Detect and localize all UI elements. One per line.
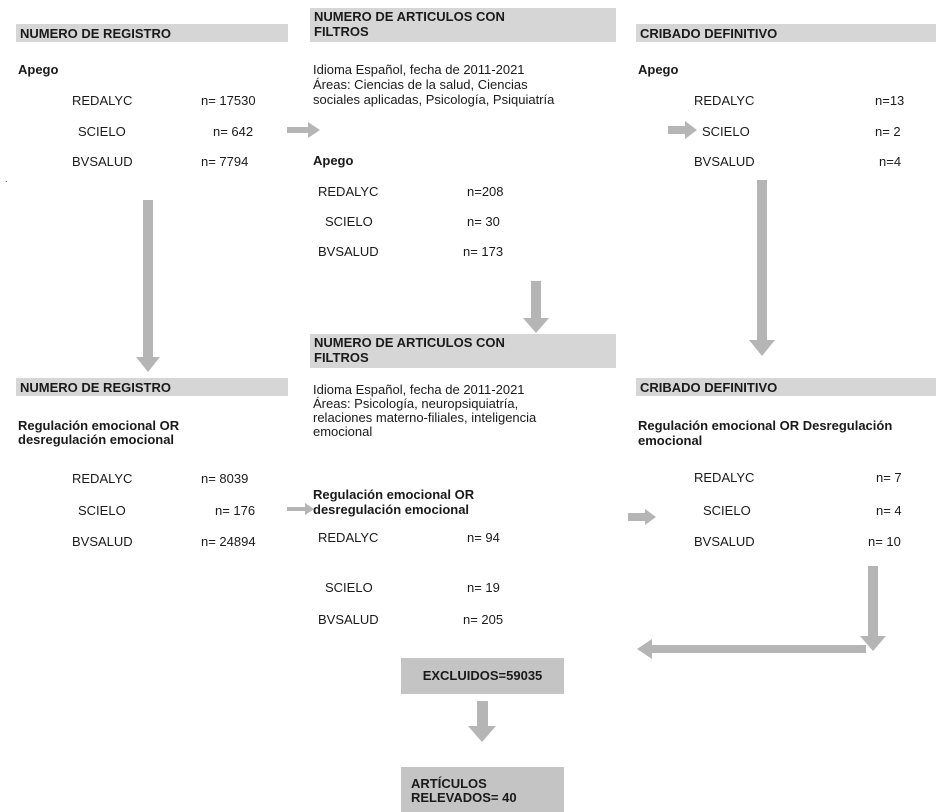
col2-db2-bvsalud: BVSALUD (318, 612, 379, 627)
col1-db2-redalyc: REDALYC (72, 471, 133, 486)
col2-filter1-line3: sociales aplicadas, Psicología, Psiquiat… (313, 92, 555, 107)
arrow-down-col1 (136, 200, 160, 372)
col1-n-redalyc: n= 17530 (201, 93, 256, 108)
col2-n-scielo: n= 30 (467, 214, 500, 229)
relevados-box: ARTÍCULOS RELEVADOS= 40 (401, 767, 564, 812)
col3-n-redalyc: n=13 (875, 93, 905, 108)
col1-db2-scielo: SCIELO (78, 503, 126, 518)
col3-db2-scielo: SCIELO (703, 503, 751, 518)
excluded-label: EXCLUIDOS=59035 (422, 668, 543, 683)
col3-db2-redalyc: REDALYC (694, 470, 755, 485)
arrow-down-col3-bottom (860, 566, 886, 651)
col2-filter1-line1: Idioma Español, fecha de 2011-2021 (313, 62, 525, 77)
col2-topic-regulacion-2: desregulación emocional (313, 502, 470, 517)
col1-db-scielo: SCIELO (78, 124, 126, 139)
col2-db-bvsalud: BVSALUD (318, 244, 379, 259)
col2-filter2-line1: Idioma Español, fecha de 2011-2021 (313, 382, 525, 397)
col1-topic-regulacion-1: Regulación emocional OR (18, 418, 180, 433)
arrow-right-reg-1 (287, 503, 314, 515)
col3-n2-bvsalud: n= 10 (868, 534, 901, 549)
col1-n2-scielo: n= 176 (215, 503, 256, 518)
col1-n2-bvsalud: n= 24894 (201, 534, 256, 549)
col3-header-cribado-2: CRIBADO DEFINITIVO (636, 378, 936, 396)
col2-db-scielo: SCIELO (325, 214, 373, 229)
col2-db2-redalyc: REDALYC (318, 530, 379, 545)
col3-n-bvsalud: n=4 (879, 154, 902, 169)
col1-topic-apego: Apego (18, 62, 59, 77)
col2-filter2-line4: emocional (313, 424, 373, 439)
col2-n2-redalyc: n= 94 (467, 530, 500, 545)
arrow-down-col3 (749, 180, 775, 356)
arrow-right-apego-2 (668, 121, 697, 139)
col2-n-redalyc: n=208 (467, 184, 504, 199)
col2-db-redalyc: REDALYC (318, 184, 379, 199)
col3-topic-regulacion-1: Regulación emocional OR Desregulación (638, 418, 893, 433)
col1-db2-bvsalud: BVSALUD (72, 534, 133, 549)
col3-header-cribado-1: CRIBADO DEFINITIVO (636, 24, 936, 42)
col3-db2-bvsalud: BVSALUD (694, 534, 755, 549)
col1-header-registro-1: NUMERO DE REGISTRO (16, 24, 288, 42)
svg-text:.: . (5, 174, 8, 184)
col2-db2-scielo: SCIELO (325, 580, 373, 595)
col2-filter1-line2: Áreas: Ciencias de la salud, Ciencias (313, 77, 528, 92)
col3-db-bvsalud: BVSALUD (694, 154, 755, 169)
arrow-right-apego-1 (287, 122, 320, 138)
col1-n-scielo: n= 642 (213, 124, 254, 139)
col1-n2-redalyc: n= 8039 (201, 471, 249, 486)
col1-n-bvsalud: n= 7794 (201, 154, 249, 169)
col3-n2-scielo: n= 4 (876, 503, 902, 518)
col2-n2-bvsalud: n= 205 (463, 612, 504, 627)
relevados-line1: ARTÍCULOS (411, 776, 487, 791)
arrow-left-to-center (637, 639, 866, 659)
col2-n2-scielo: n= 19 (467, 580, 500, 595)
col2-topic-apego: Apego (313, 153, 354, 168)
col2-header-filtros-1: NUMERO DE ARTICULOS CON FILTROS (310, 8, 616, 42)
col3-n-scielo: n= 2 (875, 124, 901, 139)
arrow-down-col2 (523, 281, 549, 333)
arrow-right-reg-2 (628, 509, 656, 525)
col3-db-scielo: SCIELO (702, 124, 750, 139)
col1-db-redalyc: REDALYC (72, 93, 133, 108)
col3-db-redalyc: REDALYC (694, 93, 755, 108)
col1-topic-regulacion-2: desregulación emocional (18, 432, 175, 447)
excluded-box: EXCLUIDOS=59035 (401, 658, 564, 694)
col2-header-filtros-2: NUMERO DE ARTICULOS CON FILTROS (310, 334, 616, 368)
relevados-line2: RELEVADOS= 40 (411, 790, 517, 805)
col1-header-registro-2: NUMERO DE REGISTRO (16, 378, 288, 396)
col2-n-bvsalud: n= 173 (463, 244, 504, 259)
col3-topic-apego: Apego (638, 62, 679, 77)
arrow-down-center (468, 701, 496, 742)
col3-n2-redalyc: n= 7 (876, 470, 902, 485)
col3-topic-regulacion-2: emocional (638, 433, 703, 448)
col2-filter2-line2: Áreas: Psicología, neuropsiquiatría, (313, 396, 519, 411)
col1-db-bvsalud: BVSALUD (72, 154, 133, 169)
col2-filter2-line3: relaciones materno-filiales, inteligenci… (313, 410, 537, 425)
col2-topic-regulacion-1: Regulación emocional OR (313, 487, 475, 502)
